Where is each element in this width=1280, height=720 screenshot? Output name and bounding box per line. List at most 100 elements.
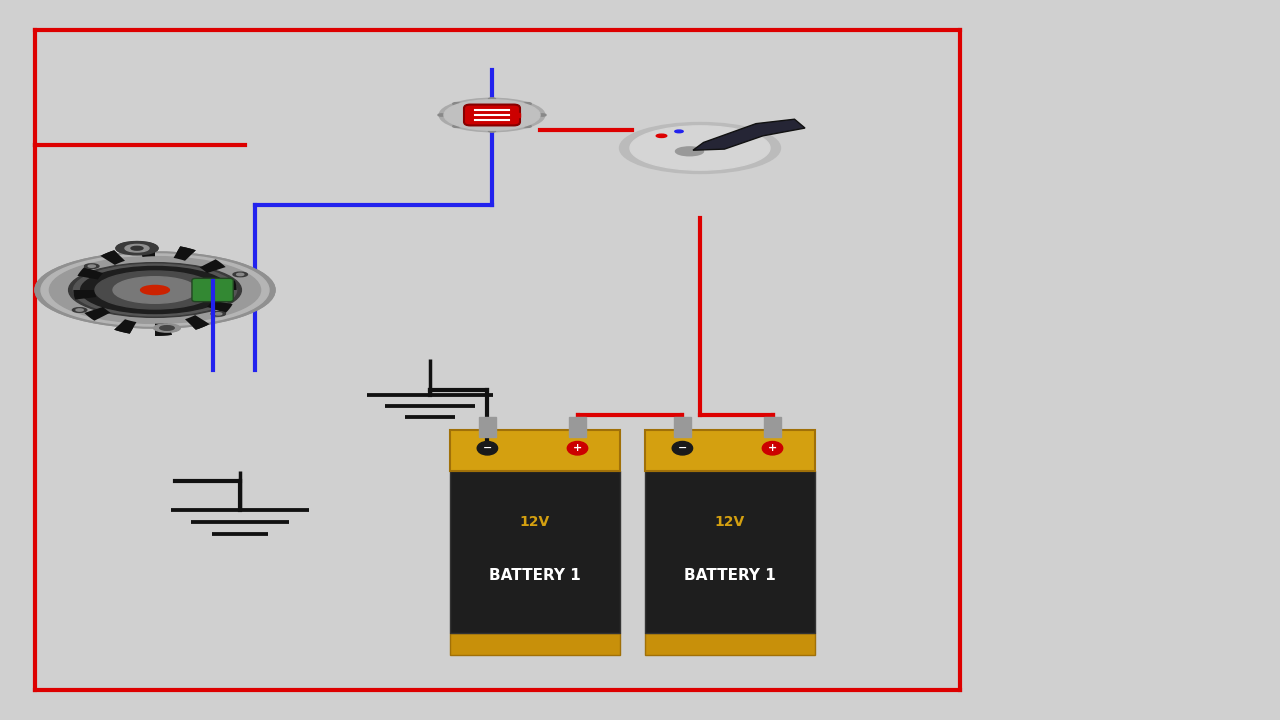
Ellipse shape xyxy=(237,274,243,276)
Ellipse shape xyxy=(76,309,83,311)
Ellipse shape xyxy=(113,276,197,303)
Wedge shape xyxy=(186,315,210,330)
Ellipse shape xyxy=(116,242,157,255)
Ellipse shape xyxy=(116,242,157,255)
Bar xyxy=(513,112,520,117)
Ellipse shape xyxy=(50,256,261,323)
FancyBboxPatch shape xyxy=(451,430,620,470)
Ellipse shape xyxy=(131,246,143,250)
Text: −: − xyxy=(677,444,687,453)
FancyBboxPatch shape xyxy=(451,470,620,632)
Ellipse shape xyxy=(763,441,782,455)
Text: BATTERY 1: BATTERY 1 xyxy=(489,568,581,583)
Wedge shape xyxy=(214,281,237,290)
Wedge shape xyxy=(174,246,196,261)
Wedge shape xyxy=(207,300,233,313)
Ellipse shape xyxy=(73,307,87,312)
Ellipse shape xyxy=(35,252,275,328)
Bar xyxy=(673,416,691,437)
Wedge shape xyxy=(114,319,137,333)
Text: +: + xyxy=(573,444,582,453)
Ellipse shape xyxy=(453,102,460,105)
Ellipse shape xyxy=(73,307,87,312)
Ellipse shape xyxy=(438,114,445,116)
Text: BATTERY 1: BATTERY 1 xyxy=(684,568,776,583)
Wedge shape xyxy=(155,323,172,336)
Ellipse shape xyxy=(125,244,148,252)
FancyBboxPatch shape xyxy=(645,430,815,470)
Ellipse shape xyxy=(233,272,247,276)
Ellipse shape xyxy=(81,266,229,313)
Ellipse shape xyxy=(215,312,221,315)
FancyBboxPatch shape xyxy=(451,632,620,655)
Wedge shape xyxy=(77,267,102,279)
Polygon shape xyxy=(692,120,805,150)
Wedge shape xyxy=(207,300,233,313)
Ellipse shape xyxy=(489,98,495,100)
Ellipse shape xyxy=(84,264,99,269)
Ellipse shape xyxy=(676,147,704,156)
Ellipse shape xyxy=(215,312,221,315)
Ellipse shape xyxy=(675,130,684,132)
Ellipse shape xyxy=(41,254,269,326)
Ellipse shape xyxy=(539,114,547,116)
Ellipse shape xyxy=(524,102,531,105)
Wedge shape xyxy=(73,290,96,300)
Ellipse shape xyxy=(439,99,545,132)
FancyBboxPatch shape xyxy=(645,632,815,655)
Ellipse shape xyxy=(95,271,215,309)
Text: +: + xyxy=(768,444,777,453)
Ellipse shape xyxy=(73,264,237,316)
Ellipse shape xyxy=(76,309,83,311)
Ellipse shape xyxy=(69,263,242,318)
Ellipse shape xyxy=(125,244,148,252)
Bar xyxy=(479,416,495,437)
Wedge shape xyxy=(200,259,225,273)
Ellipse shape xyxy=(524,125,531,127)
Ellipse shape xyxy=(672,441,692,455)
Ellipse shape xyxy=(630,126,771,170)
Ellipse shape xyxy=(657,134,667,138)
Bar xyxy=(570,416,586,437)
Text: −: − xyxy=(483,444,492,453)
Wedge shape xyxy=(84,307,110,320)
Wedge shape xyxy=(100,251,125,265)
Ellipse shape xyxy=(88,265,95,267)
Ellipse shape xyxy=(81,266,229,313)
Ellipse shape xyxy=(113,276,197,303)
Bar xyxy=(764,416,781,437)
Wedge shape xyxy=(214,281,237,290)
Ellipse shape xyxy=(41,254,269,326)
Wedge shape xyxy=(100,251,125,265)
Wedge shape xyxy=(73,290,96,300)
Ellipse shape xyxy=(567,441,588,455)
Ellipse shape xyxy=(50,256,261,323)
Ellipse shape xyxy=(233,272,247,276)
Wedge shape xyxy=(84,307,110,320)
Text: 12V: 12V xyxy=(714,516,745,529)
Ellipse shape xyxy=(453,125,460,127)
Wedge shape xyxy=(174,246,196,261)
Ellipse shape xyxy=(141,285,169,294)
Wedge shape xyxy=(138,244,155,257)
FancyBboxPatch shape xyxy=(465,104,520,125)
Ellipse shape xyxy=(88,265,95,267)
Ellipse shape xyxy=(84,264,99,269)
FancyBboxPatch shape xyxy=(645,470,815,632)
Ellipse shape xyxy=(160,325,174,330)
Wedge shape xyxy=(138,244,155,257)
Ellipse shape xyxy=(131,246,143,250)
FancyBboxPatch shape xyxy=(192,279,233,302)
FancyBboxPatch shape xyxy=(192,279,233,302)
Ellipse shape xyxy=(211,312,225,316)
Wedge shape xyxy=(155,323,172,336)
Ellipse shape xyxy=(160,325,174,330)
Ellipse shape xyxy=(35,252,275,328)
Wedge shape xyxy=(186,315,210,330)
Ellipse shape xyxy=(73,264,237,316)
Ellipse shape xyxy=(489,130,495,132)
Ellipse shape xyxy=(211,312,225,316)
Ellipse shape xyxy=(141,285,169,294)
Wedge shape xyxy=(200,259,225,273)
Ellipse shape xyxy=(477,441,498,455)
